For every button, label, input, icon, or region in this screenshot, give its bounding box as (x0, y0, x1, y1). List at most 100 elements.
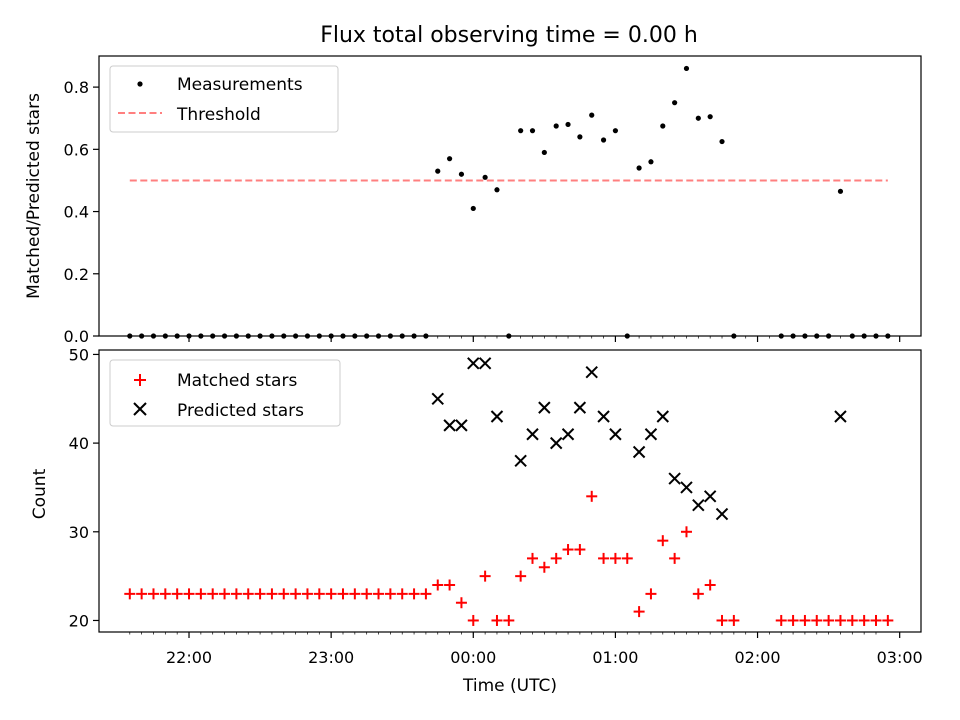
matched-stars-point (479, 570, 491, 582)
measurements-legend-marker (137, 81, 143, 87)
matched-stars-point (325, 588, 337, 600)
measurements-point (150, 333, 157, 339)
measurements-point (281, 333, 287, 339)
count-legend: Matched stars Predicted stars (109, 359, 341, 427)
measurements-point (387, 333, 393, 339)
matched-stars-point (361, 588, 373, 600)
matched-stars-point (609, 552, 621, 564)
predicted-stars-point (692, 498, 705, 512)
matched-stars-point (278, 588, 290, 600)
matched-stars-point (621, 552, 633, 564)
matched-stars-point (882, 614, 894, 626)
measurements-point (790, 333, 796, 339)
ratio-series (127, 65, 891, 339)
measurements-point (624, 333, 630, 339)
measurements-point (837, 188, 844, 194)
measurements-point (873, 333, 879, 339)
measurements-point (636, 165, 642, 171)
matched-stars-point (811, 614, 823, 626)
matched-stars-point (384, 588, 396, 600)
predicted-stars-point (703, 490, 717, 503)
matched-stars-point (301, 588, 313, 600)
predicted-stars-point (478, 357, 492, 370)
x-tick-label: 22:00 (166, 648, 212, 667)
measurements-point (589, 112, 595, 118)
measurements-point (328, 333, 334, 339)
count-series (124, 357, 894, 626)
matched-stars-legend-label: Matched stars (177, 371, 297, 391)
matched-stars-point (396, 588, 408, 600)
y-tick-label: 0.6 (64, 140, 89, 159)
matched-stars-legend-marker (134, 374, 146, 386)
measurements-point (364, 333, 370, 339)
y-tick-label: 40 (69, 434, 89, 453)
predicted-stars-point (431, 392, 444, 405)
measurements-point (683, 65, 690, 72)
matched-stars-point (491, 614, 503, 626)
matched-stars-point (538, 561, 550, 573)
matched-stars-point (349, 588, 361, 600)
predicted-stars-point (609, 428, 622, 441)
measurements-point (174, 333, 180, 339)
y-tick-label: 0.0 (64, 327, 89, 346)
measurements-point (802, 333, 808, 339)
measurements-point (269, 333, 275, 339)
measurements-point (707, 114, 713, 120)
matched-stars-point (680, 526, 692, 538)
measurements-point (672, 100, 678, 106)
matched-stars-point (337, 588, 349, 600)
matched-stars-point (373, 588, 385, 600)
ratio-x-axis (129, 336, 901, 342)
predicted-stars-point (644, 428, 658, 441)
matched-stars-point (574, 544, 586, 556)
measurements-point (399, 333, 405, 339)
measurements-point (529, 128, 536, 134)
measurements-point (695, 115, 701, 121)
ratio-y-axis: 0.0 0.2 0.4 0.6 0.8 (64, 78, 99, 346)
predicted-stars-point (467, 357, 480, 370)
measurements-point (849, 333, 855, 339)
matched-stars-point (266, 588, 278, 600)
measurements-point (304, 333, 311, 339)
matched-stars-point (420, 588, 432, 600)
predicted-stars-point (573, 401, 587, 414)
predicted-stars-point (834, 410, 847, 423)
predicted-stars-point (526, 428, 539, 441)
matched-stars-point (503, 614, 515, 626)
y-tick-label: 20 (69, 611, 89, 630)
measurements-point (565, 121, 571, 128)
measurements-point (221, 333, 228, 339)
matched-stars-point (254, 588, 266, 600)
y-tick-label: 50 (69, 345, 89, 364)
measurements-point (316, 333, 322, 339)
measurements-point (541, 149, 547, 156)
measurements-point (577, 134, 583, 140)
ratio-y-axis-label: Matched/Predicted stars (24, 93, 44, 299)
predicted-stars-point (443, 419, 456, 432)
matched-stars-point (124, 588, 136, 600)
measurements-legend-label: Measurements (177, 75, 303, 95)
measurements-point (826, 333, 832, 339)
y-tick-label: 0.2 (64, 265, 89, 284)
measurements-point (352, 333, 358, 339)
matched-stars-point (858, 614, 870, 626)
predicted-stars-legend-label: Predicted stars (177, 401, 304, 421)
predicted-stars-point (585, 365, 598, 379)
predicted-stars-point (549, 436, 563, 450)
matched-stars-point (408, 588, 420, 600)
matched-stars-point (159, 588, 171, 600)
matched-stars-point (242, 588, 254, 600)
measurements-point (731, 333, 737, 339)
matched-stars-point (455, 597, 467, 609)
matched-stars-point (290, 588, 302, 600)
predicted-stars-point (490, 410, 504, 423)
predicted-stars-point (680, 481, 693, 494)
matched-stars-point (645, 588, 657, 600)
chart-title: Flux total observing time = 0.00 h (320, 23, 698, 48)
matched-stars-point (147, 588, 159, 600)
x-tick-label: 00:00 (450, 648, 496, 667)
matched-stars-point (432, 579, 444, 591)
matched-stars-point (195, 588, 207, 600)
matched-stars-point (704, 579, 716, 591)
